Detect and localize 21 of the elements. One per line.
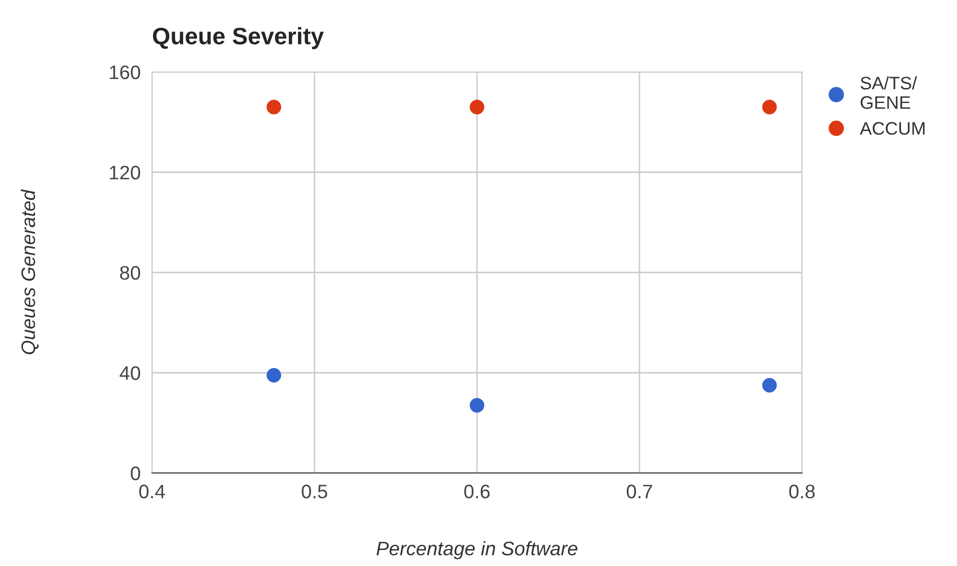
x-tick-label: 0.4 xyxy=(139,484,165,498)
point xyxy=(266,100,282,114)
x-tick-label: 0.6 xyxy=(464,484,490,498)
y-axis-title: Queues Generated xyxy=(20,189,39,354)
point xyxy=(266,368,282,383)
point xyxy=(762,100,777,114)
y-tick-label: 0 xyxy=(130,466,140,480)
point xyxy=(470,100,484,114)
chart-title: Queue Severity xyxy=(152,27,324,50)
legend-label: ACCUM xyxy=(860,122,924,135)
y-tick-label: 160 xyxy=(110,65,140,80)
legend-label: SA/TS/ GENE xyxy=(860,76,917,109)
y-tick-label: 80 xyxy=(120,266,140,280)
point xyxy=(470,398,484,413)
y-tick-label: 40 xyxy=(120,366,140,380)
x-tick-label: 0.5 xyxy=(302,484,328,498)
x-axis-title: Percentage in Software xyxy=(376,541,578,560)
point xyxy=(762,378,777,393)
y-tick-label: 120 xyxy=(110,166,140,180)
x-tick-label: 0.8 xyxy=(789,484,815,498)
x-tick-label: 0.7 xyxy=(626,484,652,498)
